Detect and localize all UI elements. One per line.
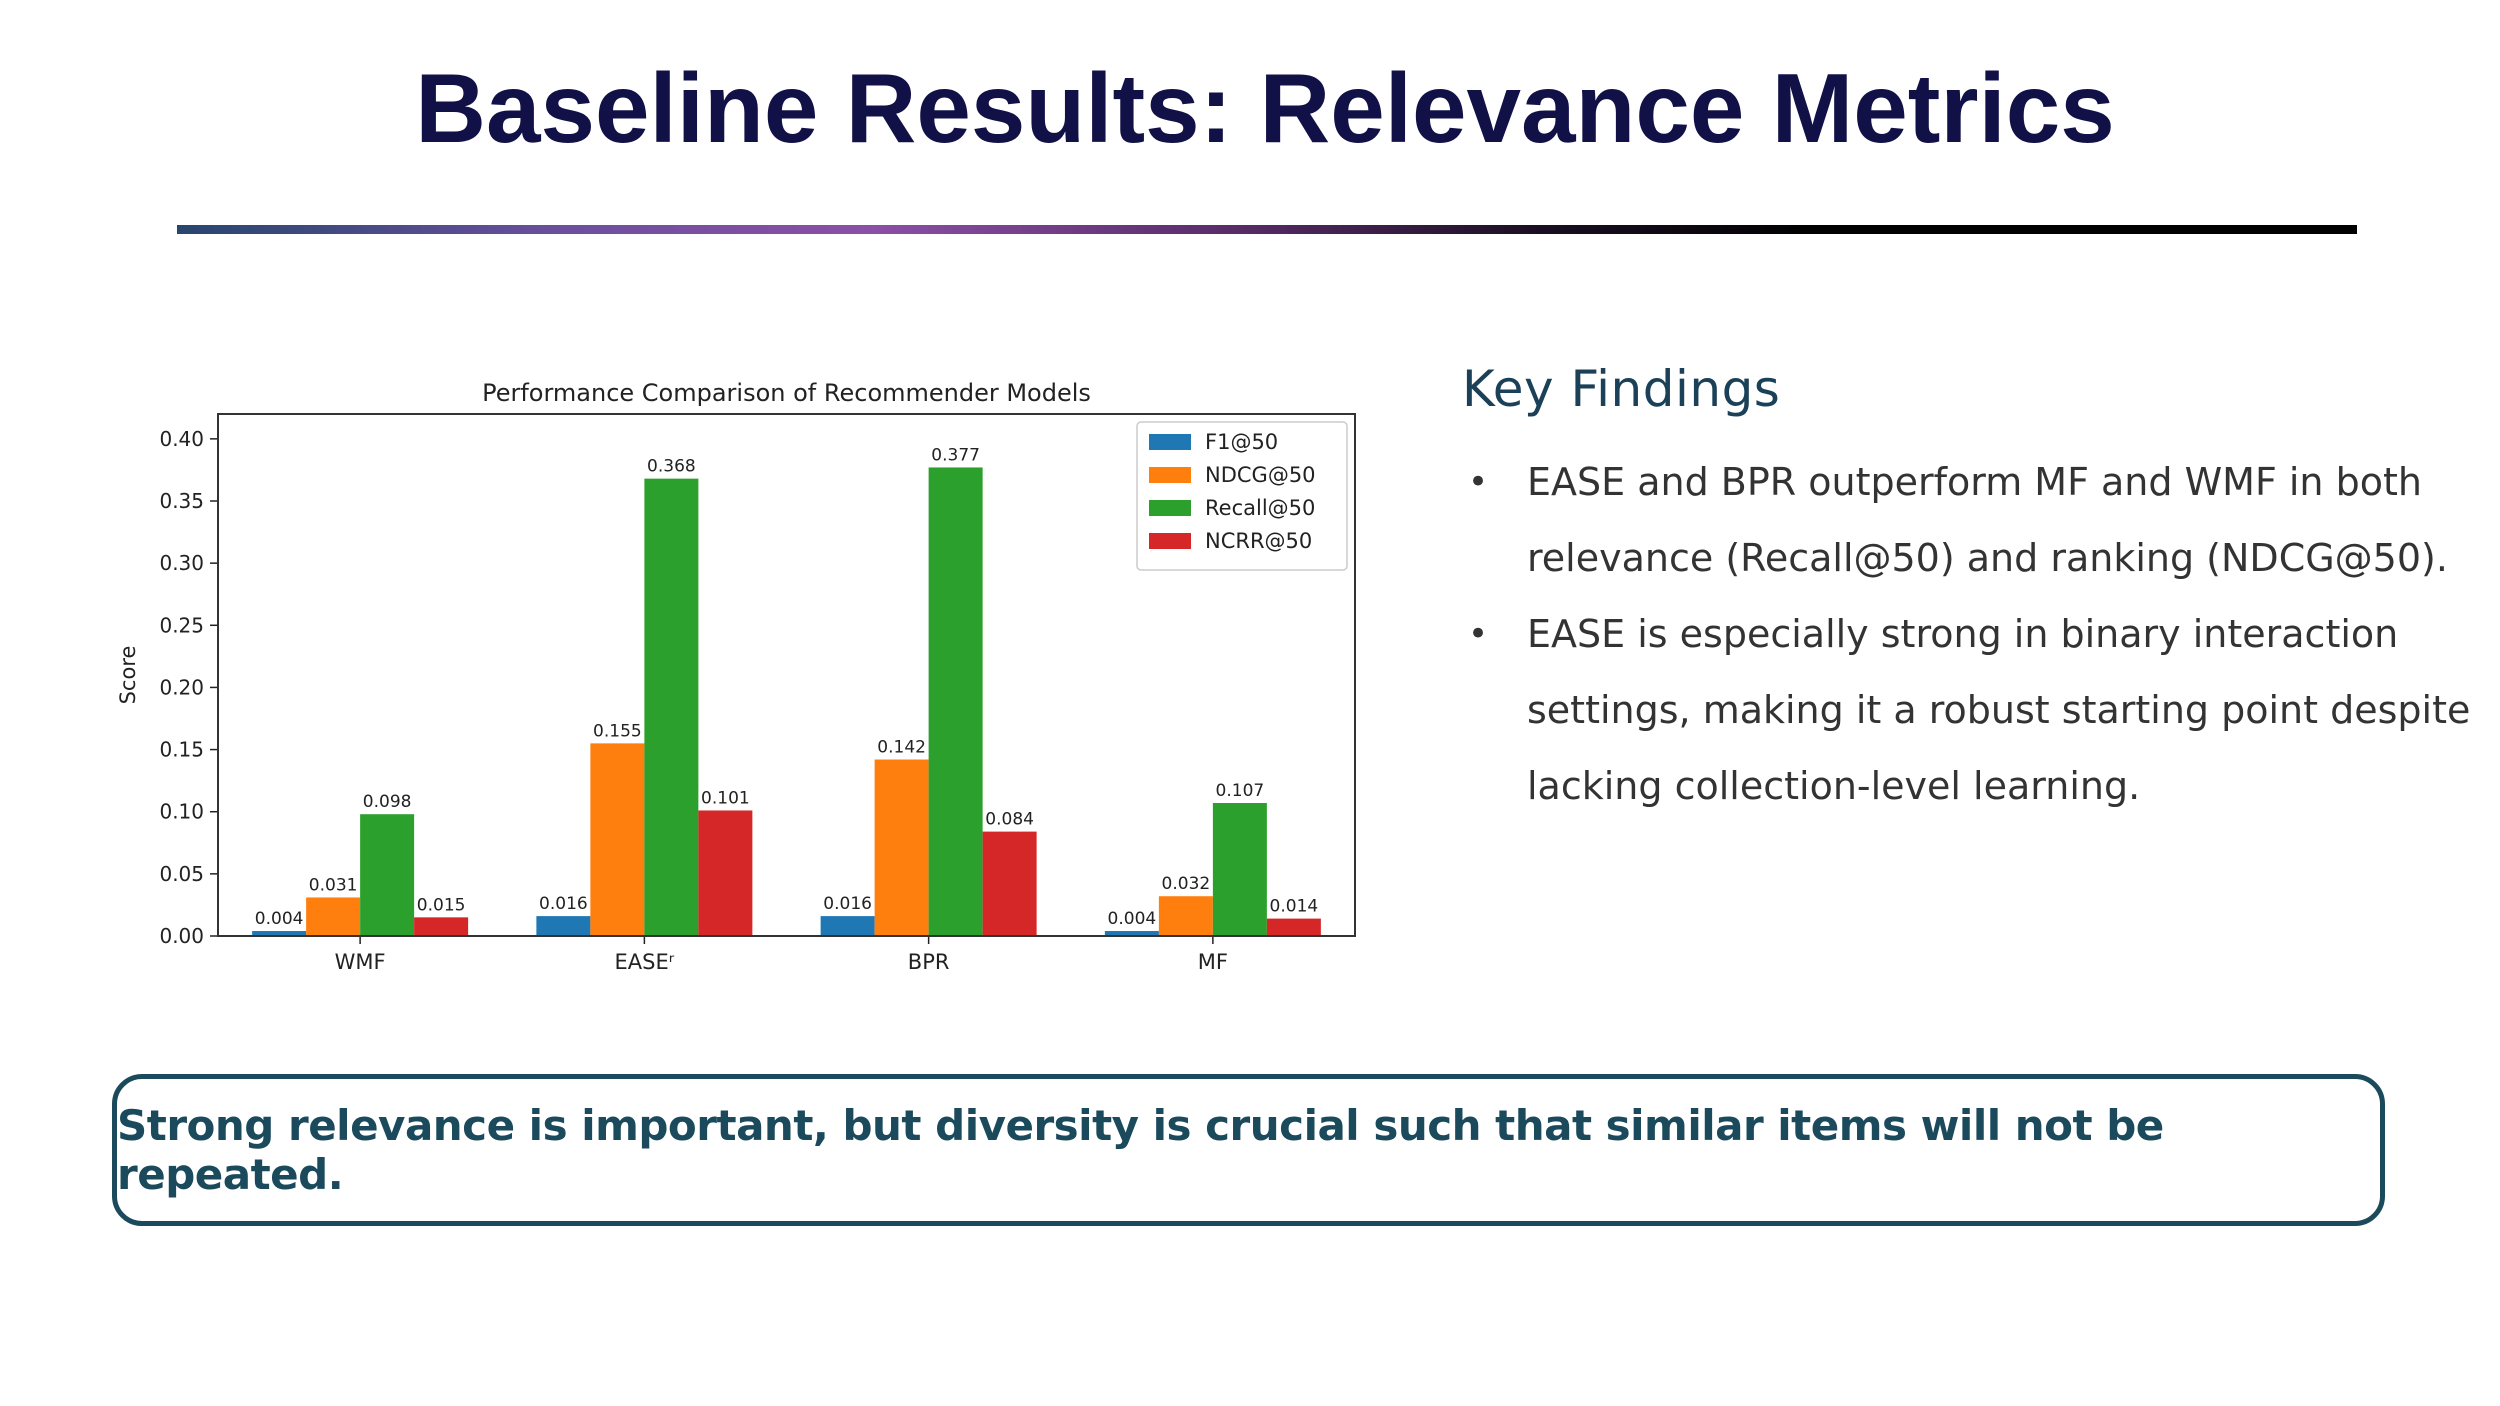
y-tick-label: 0.10 [159,800,204,824]
data-label: 0.101 [701,788,750,808]
data-label: 0.016 [539,894,588,914]
data-label: 0.004 [255,909,304,929]
bar-recall-50 [360,814,415,936]
data-label: 0.368 [647,457,696,477]
y-tick-label: 0.40 [159,427,204,451]
legend-label: NCRR@50 [1205,529,1312,553]
x-tick-label: BPR [908,950,950,974]
legend-label: F1@50 [1205,430,1278,454]
callout-text: Strong relevance is important, but diver… [117,1101,2164,1199]
data-label: 0.014 [1270,897,1319,917]
bar-recall-50 [1212,803,1267,936]
bar-ncrr-50 [698,810,753,936]
y-tick-label: 0.20 [159,675,204,699]
data-label: 0.032 [1162,874,1211,894]
y-tick-label: 0.05 [159,862,204,886]
legend-label: Recall@50 [1205,496,1315,520]
data-label: 0.016 [823,894,872,914]
bar-recall-50 [644,478,699,936]
y-tick-label: 0.30 [159,551,204,575]
data-label: 0.015 [417,895,466,915]
finding-item: • EASE is especially strong in binary in… [1462,596,2472,824]
bar-recall-50 [928,467,983,936]
bar-ncrr-50 [414,917,469,936]
bar-f1-50 [252,931,307,936]
data-label: 0.377 [931,445,980,465]
key-findings-list: • EASE and BPR outperform MF and WMF in … [1462,444,2472,824]
data-label: 0.155 [593,721,642,741]
chart-title: Performance Comparison of Recommender Mo… [482,379,1091,407]
y-tick-label: 0.25 [159,613,204,637]
y-tick-label: 0.15 [159,738,204,762]
bar-f1-50 [536,916,591,936]
bar-ndcg-50 [590,743,645,936]
data-label: 0.107 [1216,781,1265,801]
x-tick-label: MF [1198,950,1228,974]
key-findings-panel: Key Findings • EASE and BPR outperform M… [1462,360,2472,824]
bar-f1-50 [1104,931,1159,936]
bullet-icon: • [1468,462,1489,502]
legend-label: NDCG@50 [1205,463,1316,487]
bar-ncrr-50 [1266,918,1321,936]
data-label: 0.031 [309,875,358,895]
data-label: 0.142 [877,738,926,758]
bullet-icon: • [1468,614,1489,654]
callout-box: Strong relevance is important, but diver… [112,1074,2385,1226]
x-tick-label: WMF [335,950,386,974]
bar-ndcg-50 [1158,896,1213,936]
finding-item: • EASE and BPR outperform MF and WMF in … [1462,444,2472,596]
plot-frame [217,413,1356,937]
bar-chart: Performance Comparison of Recommender Mo… [116,379,1356,974]
legend-swatch [1149,500,1191,516]
y-tick-label: 0.35 [159,489,204,513]
finding-text: EASE and BPR outperform MF and WMF in bo… [1527,460,2448,580]
bar-ncrr-50 [982,831,1037,936]
y-tick-label: 0.00 [159,924,204,948]
bar-f1-50 [820,916,875,936]
bar-ndcg-50 [874,759,929,936]
legend-swatch [1149,533,1191,549]
chart-container: Performance Comparison of Recommender Mo… [110,370,1370,990]
legend-swatch [1149,467,1191,483]
data-label: 0.004 [1108,909,1157,929]
key-findings-heading: Key Findings [1462,360,1781,418]
bar-ndcg-50 [306,897,361,936]
finding-text: EASE is especially strong in binary inte… [1527,612,2471,808]
y-axis-label: Score [116,646,140,705]
title-divider [177,225,2357,234]
legend-swatch [1149,434,1191,450]
x-tick-label: EASEʳ [615,950,675,974]
data-label: 0.084 [985,810,1034,830]
slide-title: Baseline Results: Relevance Metrics [415,53,2115,163]
data-label: 0.098 [363,792,412,812]
